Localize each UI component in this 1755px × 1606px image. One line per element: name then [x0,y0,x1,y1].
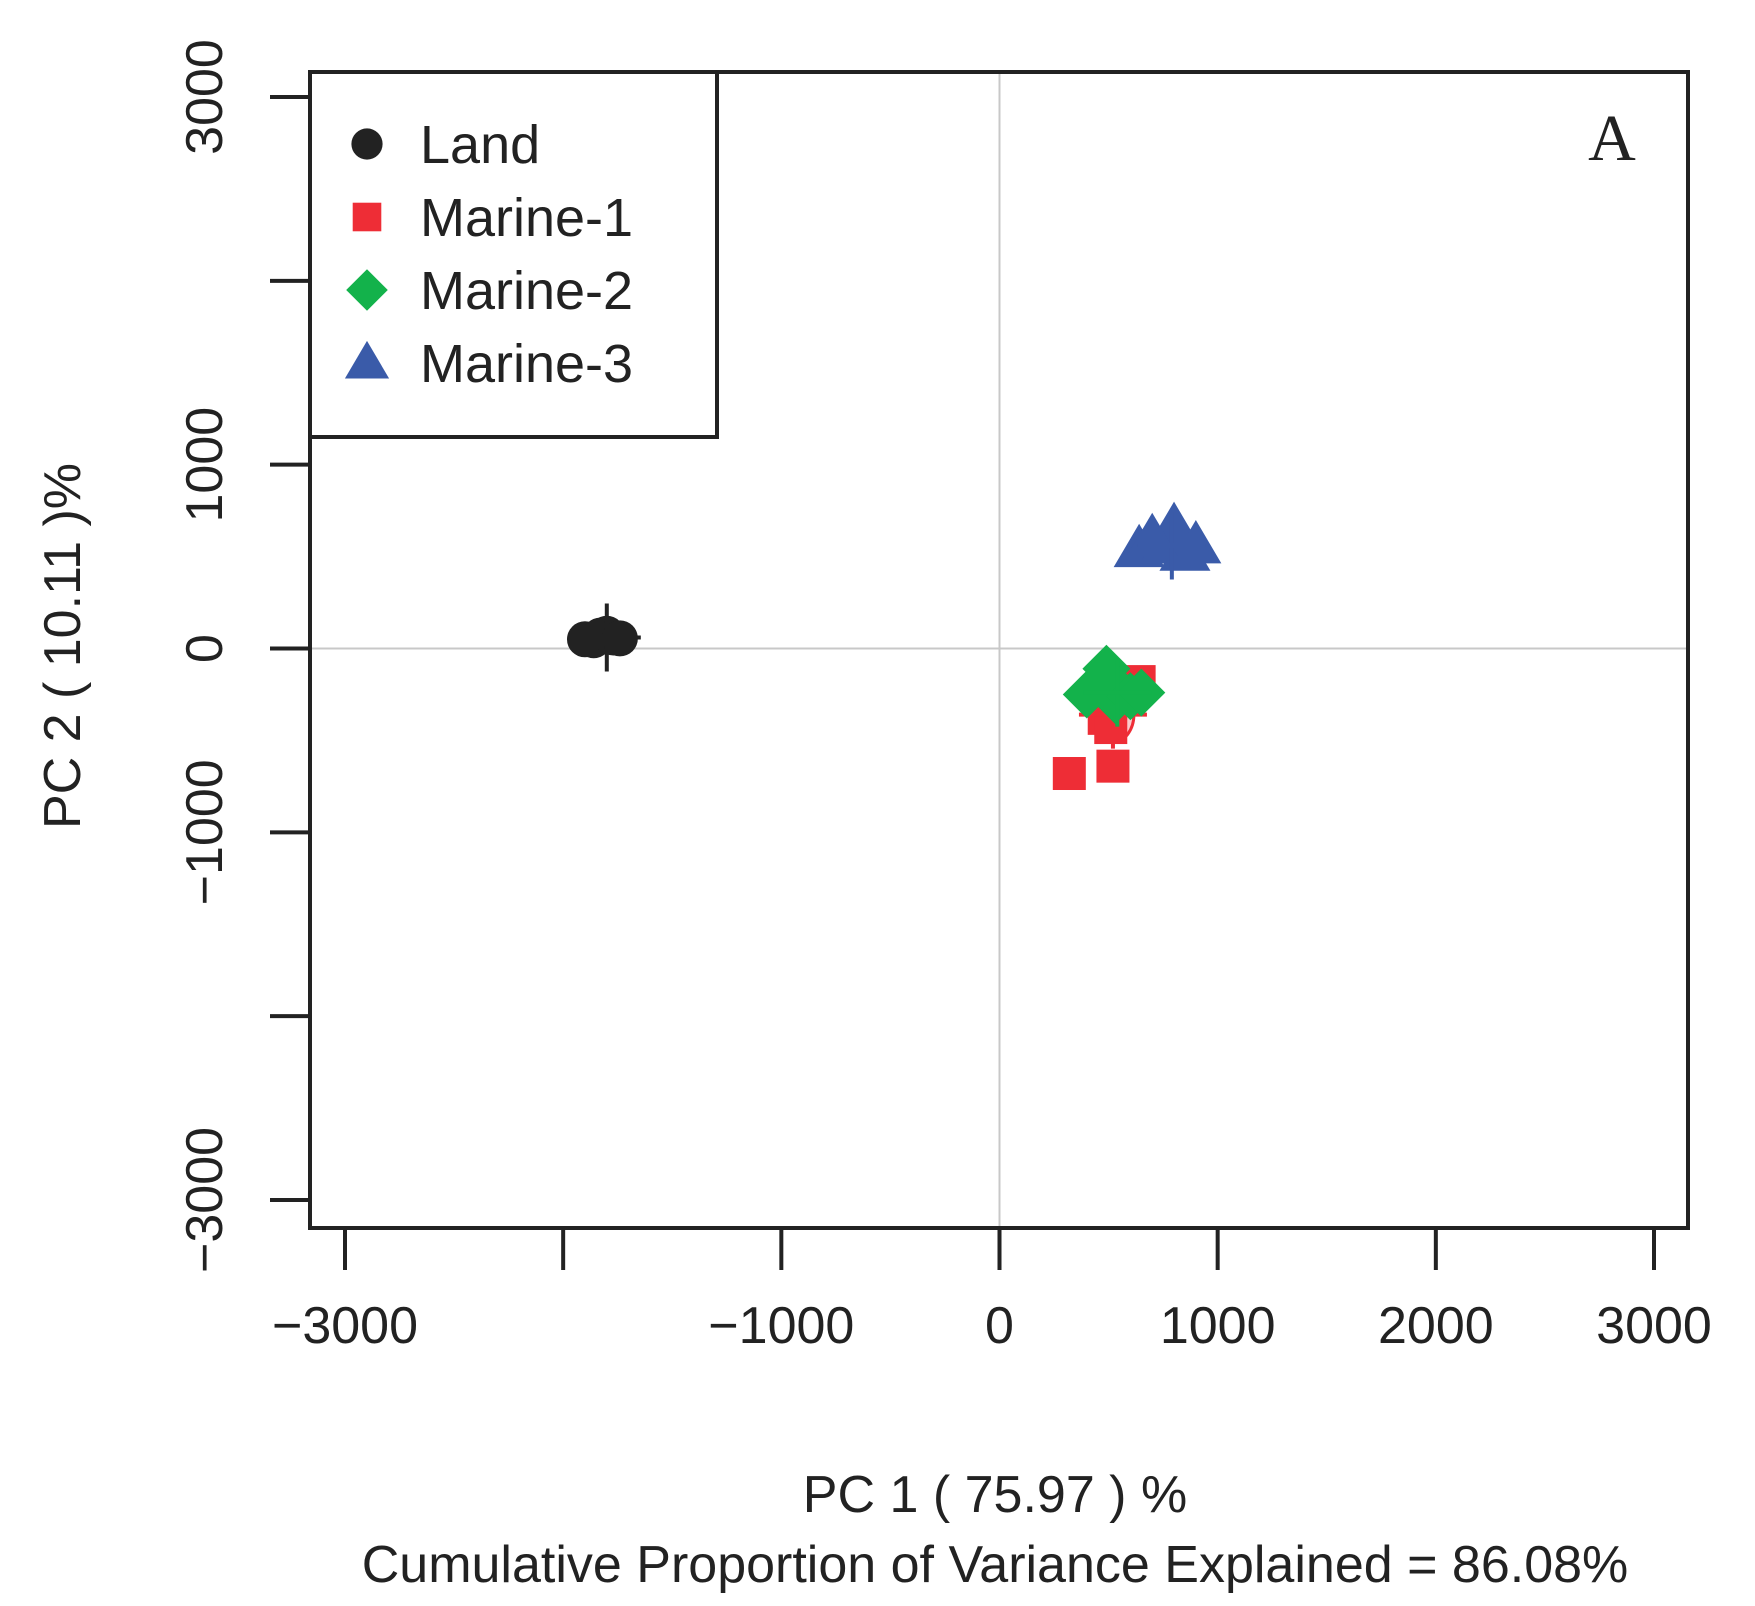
y-tick-label: 3000 [176,39,234,155]
legend-marker-marine-2 [346,269,388,311]
legend-marker-marine-1 [352,202,382,232]
x-tick-label: −1000 [708,1297,854,1355]
y-tick-label: 1000 [176,407,234,523]
legend-label-land: Land [420,115,540,175]
legend-label-marine-3: Marine-3 [420,334,633,394]
series-land [566,603,641,672]
series-marine-2 [1062,644,1166,727]
y-tick-label: 0 [176,634,234,663]
legend-label-marine-2: Marine-2 [420,261,633,321]
x-axis-title: PC 1 ( 75.97 ) % [803,1466,1187,1524]
point-marine-1 [1096,749,1130,783]
x-tick-label: 2000 [1378,1297,1494,1355]
y-axis-title: PC 2 ( 10.11 )% [34,463,92,829]
y-tick-label: −1000 [176,759,234,905]
legend-marker-marine-3 [344,340,390,379]
x-tick-label: −3000 [272,1297,418,1355]
x-axis: −3000 −1000 0 1000 2000 3000 [272,1226,1712,1355]
data-series [566,501,1222,791]
legend-label-marine-1: Marine-1 [420,188,633,248]
legend-marker-land [351,128,383,160]
legend: Land Marine-1 Marine-2 Marine-3 [308,70,719,439]
y-tick-label: −3000 [176,1127,234,1273]
panel-label: A [1588,102,1636,175]
x-tick-label: 1000 [1160,1297,1276,1355]
x-tick-label: 0 [985,1297,1014,1355]
point-marine-1 [1052,757,1086,791]
series-marine-3 [1113,501,1222,580]
y-axis: −3000 −1000 0 1000 3000 [176,39,312,1273]
reference-lines [310,72,1688,1228]
x-tick-label: 3000 [1596,1297,1712,1355]
chart-subtitle: Cumulative Proportion of Variance Explai… [362,1536,1629,1594]
